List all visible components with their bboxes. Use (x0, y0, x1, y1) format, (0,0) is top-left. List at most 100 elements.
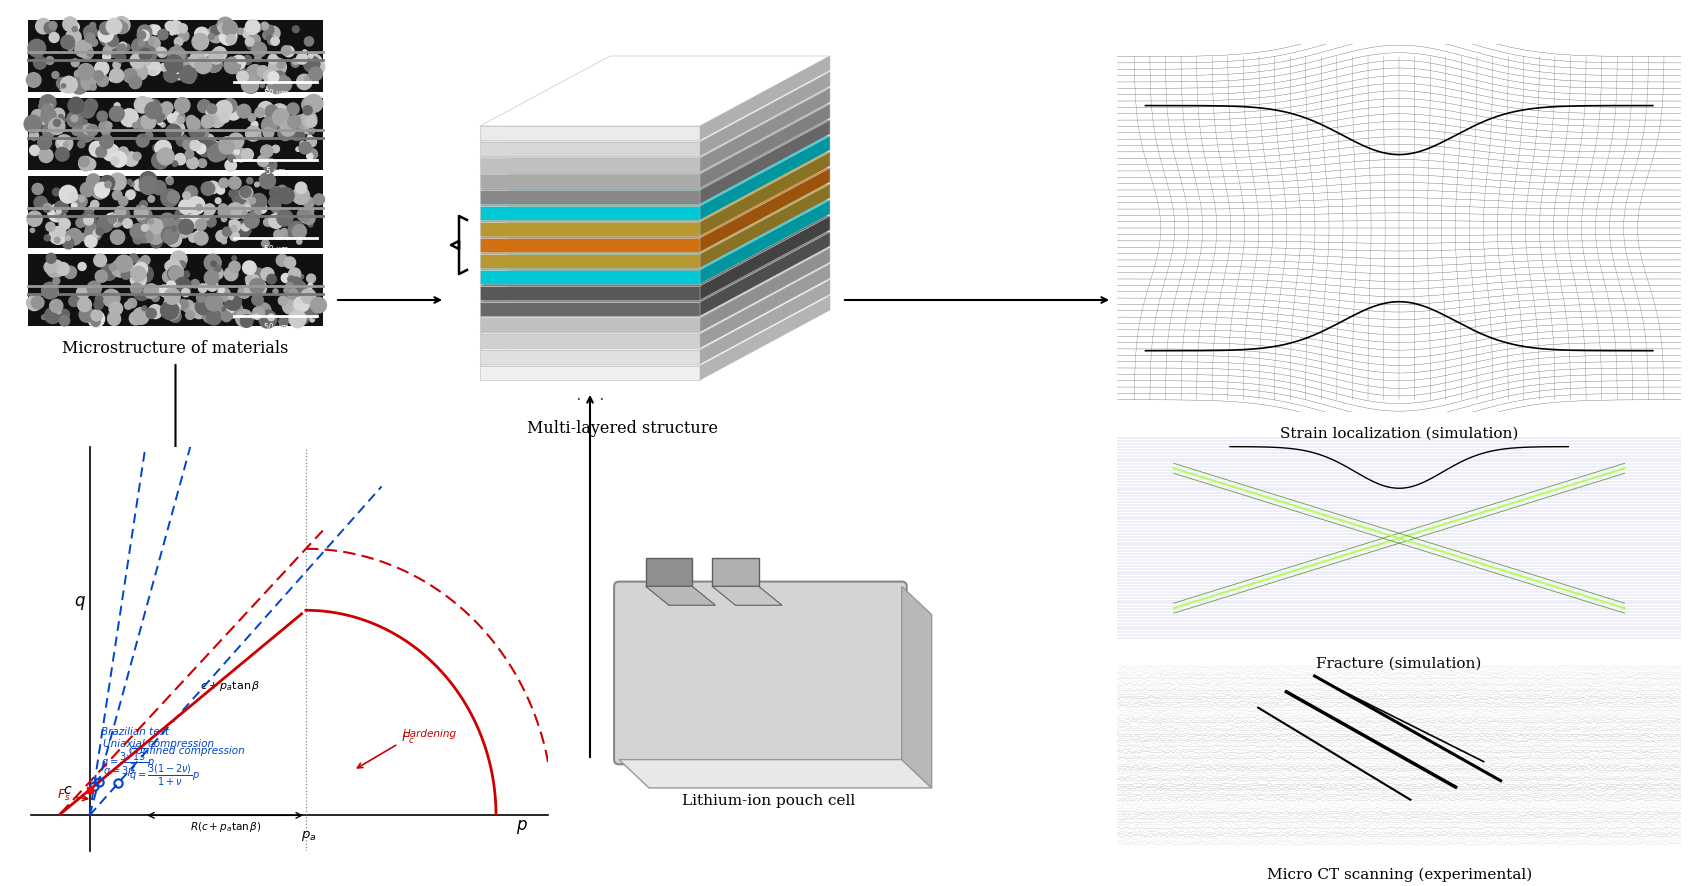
Circle shape (92, 310, 102, 321)
Circle shape (263, 218, 272, 226)
Circle shape (222, 98, 238, 113)
Circle shape (287, 277, 302, 292)
Circle shape (185, 311, 194, 319)
Circle shape (289, 128, 294, 135)
Circle shape (175, 277, 192, 294)
Circle shape (297, 313, 301, 317)
Circle shape (163, 229, 178, 244)
Circle shape (166, 260, 180, 275)
Circle shape (136, 135, 149, 147)
Circle shape (307, 60, 314, 67)
Circle shape (93, 71, 104, 81)
Circle shape (65, 266, 76, 278)
Circle shape (304, 299, 312, 307)
Circle shape (205, 216, 216, 227)
Circle shape (107, 19, 122, 35)
Circle shape (295, 183, 307, 194)
Circle shape (131, 53, 144, 68)
Circle shape (211, 283, 216, 290)
Circle shape (68, 97, 83, 113)
Circle shape (168, 20, 182, 34)
Circle shape (255, 183, 260, 187)
Text: Micro CT scanning (experimental): Micro CT scanning (experimental) (1267, 867, 1532, 882)
Circle shape (228, 133, 245, 149)
Circle shape (124, 43, 131, 51)
Circle shape (233, 190, 246, 205)
Polygon shape (645, 587, 715, 605)
Circle shape (110, 230, 124, 245)
Circle shape (56, 135, 73, 152)
Circle shape (243, 260, 256, 275)
Circle shape (134, 262, 148, 276)
Circle shape (70, 296, 80, 307)
Circle shape (119, 42, 126, 49)
Circle shape (234, 66, 245, 76)
Circle shape (163, 270, 175, 283)
Circle shape (110, 107, 124, 120)
Circle shape (228, 150, 234, 156)
Circle shape (144, 35, 155, 46)
Circle shape (171, 64, 187, 80)
Circle shape (204, 270, 219, 285)
Circle shape (95, 270, 107, 283)
Circle shape (226, 159, 236, 171)
Circle shape (177, 50, 187, 61)
Circle shape (190, 157, 197, 163)
Circle shape (163, 110, 171, 117)
Circle shape (278, 317, 289, 326)
Circle shape (258, 102, 273, 117)
Circle shape (278, 126, 292, 141)
FancyBboxPatch shape (615, 581, 907, 765)
Polygon shape (481, 222, 700, 236)
Circle shape (284, 46, 294, 57)
Polygon shape (481, 152, 830, 222)
Circle shape (129, 76, 141, 89)
Circle shape (90, 145, 95, 150)
Circle shape (168, 191, 180, 203)
Circle shape (29, 145, 41, 156)
Circle shape (53, 188, 59, 196)
FancyBboxPatch shape (27, 98, 323, 170)
Circle shape (280, 120, 295, 136)
Circle shape (153, 108, 161, 116)
Circle shape (114, 19, 126, 32)
Circle shape (93, 229, 100, 237)
Circle shape (44, 22, 56, 34)
Circle shape (27, 295, 42, 311)
Circle shape (221, 239, 226, 244)
Circle shape (221, 216, 226, 222)
Circle shape (277, 115, 294, 133)
Circle shape (90, 200, 98, 208)
Circle shape (295, 147, 301, 152)
Circle shape (163, 67, 178, 82)
Polygon shape (700, 136, 830, 220)
Circle shape (158, 285, 170, 296)
Polygon shape (700, 88, 830, 172)
Circle shape (46, 253, 56, 263)
Circle shape (234, 148, 248, 162)
Circle shape (246, 204, 250, 209)
Circle shape (138, 259, 148, 269)
Text: · · ·: · · · (640, 90, 669, 108)
Circle shape (221, 311, 231, 322)
Text: Lithium-ion pouch cell: Lithium-ion pouch cell (683, 794, 856, 808)
Circle shape (32, 183, 42, 194)
Circle shape (100, 22, 112, 35)
Circle shape (238, 286, 250, 299)
Circle shape (270, 187, 282, 198)
Circle shape (187, 214, 200, 228)
Circle shape (134, 206, 148, 220)
Circle shape (311, 317, 314, 322)
Circle shape (228, 294, 234, 299)
Circle shape (173, 276, 178, 282)
Circle shape (105, 122, 112, 128)
Circle shape (139, 200, 148, 208)
Circle shape (98, 141, 115, 158)
Circle shape (146, 60, 161, 75)
Circle shape (78, 298, 92, 312)
Circle shape (175, 279, 180, 285)
Circle shape (141, 256, 149, 265)
Circle shape (301, 112, 316, 127)
Polygon shape (481, 264, 830, 334)
Circle shape (182, 300, 194, 312)
